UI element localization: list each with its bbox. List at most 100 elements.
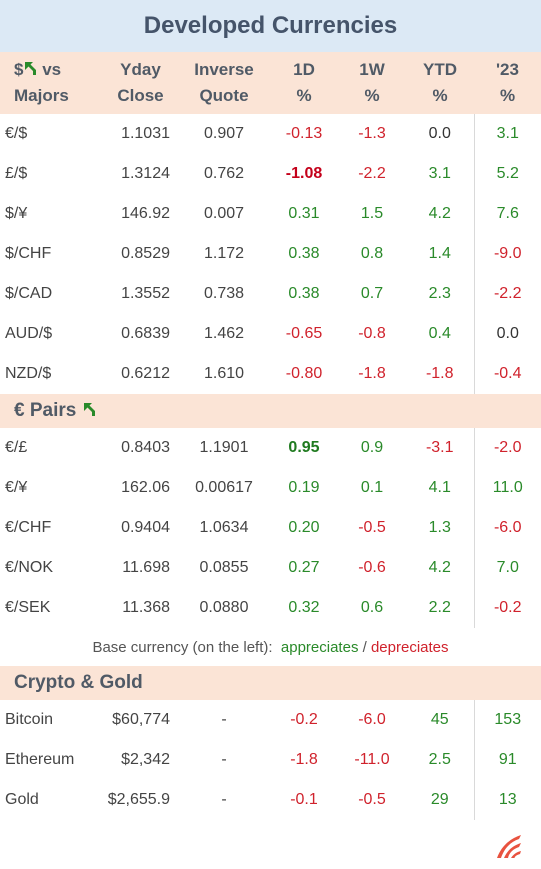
change-23: -9.0 [473,234,541,274]
inverse-quote-value: 1.172 [203,245,245,262]
change-1w: 0.1 [360,479,384,496]
change-1w: -1.8 [358,365,386,382]
table-row: Bitcoin $60,774 - -0.2 -6.0 45 153 [0,700,541,740]
change-23: -2.2 [473,274,541,314]
change-1w: -1.3 [358,125,386,142]
pair-label: NZD/$ [5,365,52,382]
pair-label: $/CHF [5,245,52,262]
inverse-quote-value: 0.0880 [199,599,249,616]
change-1w: -6.0 [358,711,386,728]
change-1d: -1.8 [290,751,318,768]
change-1d: -1.08 [285,165,323,182]
inverse-quote-value: 0.907 [203,125,245,142]
pair-label: Gold [5,791,39,808]
pair-label: AUD/$ [5,325,53,342]
pair-label: €/SEK [5,599,51,616]
change-1w: -0.8 [358,325,386,342]
change-23: 0.0 [473,314,541,354]
table-row: €/£ 0.8403 1.1901 0.95 0.9 -3.1 -2.0 [0,428,541,468]
inverse-quote-value: 1.462 [203,325,245,342]
inverse-quote-value: 0.762 [203,165,245,182]
change-1d: -0.13 [285,125,323,142]
crypto-table-body: Bitcoin $60,774 - -0.2 -6.0 45 153 Ethereum $2,3… [0,700,541,820]
column-header-row: $ vs Majors Yday Close Inverse Quote 1D% 1… [0,52,541,114]
change-23: 3.1 [473,114,541,154]
header-1d: 1D% [270,52,338,114]
currency-table: $ vs Majors Yday Close Inverse Quote 1D% 1… [0,52,541,820]
change-ytd: 4.2 [428,205,451,222]
change-1w: 0.7 [360,285,384,302]
change-ytd: 2.5 [428,751,451,768]
change-1w: 0.9 [360,439,384,456]
inverse-quote-value: 0.738 [203,285,245,302]
table-row: $/¥ 146.92 0.007 0.31 1.5 4.2 7.6 [0,194,541,234]
change-ytd: 3.1 [428,165,451,182]
yday-close-value: 11.698 [122,559,170,576]
pair-label: $/¥ [5,205,28,222]
table-row: $/CHF 0.8529 1.172 0.38 0.8 1.4 -9.0 [0,234,541,274]
inverse-quote-value: 1.0634 [199,519,249,536]
change-1d: 0.27 [288,559,320,576]
table-row: €/NOK 11.698 0.0855 0.27 -0.6 4.2 7.0 [0,548,541,588]
pair-label: €/NOK [5,559,54,576]
euro-pairs-table-body: €/£ 0.8403 1.1901 0.95 0.9 -3.1 -2.0 €/¥ 162.06 0… [0,428,541,628]
yday-close-value: 0.8529 [121,245,170,262]
table-row: Gold $2,655.9 - -0.1 -0.5 29 13 [0,780,541,820]
yday-close-value: $2,655.9 [107,791,170,808]
change-23: 5.2 [473,154,541,194]
yday-close-value: 1.3552 [121,285,170,302]
yday-close-value: 0.6839 [121,325,170,342]
header-majors: $ vs Majors [0,52,103,114]
table-row: €/SEK 11.368 0.0880 0.32 0.6 2.2 -0.2 [0,588,541,628]
header-inverse-quote: Inverse Quote [178,52,270,114]
change-1w: -0.5 [358,791,386,808]
change-1w: -0.5 [358,519,386,536]
header-1w: 1W% [338,52,406,114]
yday-close-value: 0.8403 [121,439,170,456]
change-1d: -0.80 [285,365,323,382]
up-left-arrow-icon [25,62,37,75]
pair-label: $/CAD [5,285,53,302]
change-ytd: 1.4 [428,245,451,262]
change-1d: -0.2 [290,711,318,728]
legend-appreciates: appreciates [280,638,359,656]
yday-close-value: 1.1031 [121,125,170,142]
pair-label: €/¥ [5,479,28,496]
header-ytd: YTD% [406,52,474,114]
header-23: '23% [474,52,541,114]
change-ytd: 2.2 [428,599,451,616]
table-row: NZD/$ 0.6212 1.610 -0.80 -1.8 -1.8 -0.4 [0,354,541,394]
inverse-quote-value: - [221,711,227,728]
inverse-quote-value: 1.610 [203,365,245,382]
change-23: 153 [473,700,541,740]
change-ytd: -1.8 [425,365,454,382]
change-ytd: 0.0 [428,125,451,142]
header-yday-close: Yday Close [103,52,178,114]
change-1w: 0.6 [360,599,384,616]
change-1d: 0.19 [288,479,320,496]
change-23: 13 [473,780,541,820]
change-ytd: 0.4 [428,325,451,342]
up-left-arrow-icon [83,403,95,416]
table-row: €/¥ 162.06 0.00617 0.19 0.1 4.1 11.0 [0,468,541,508]
change-1w: 1.5 [360,205,384,222]
change-23: -0.2 [473,588,541,628]
pair-label: £/$ [5,165,28,182]
legend-depreciates: depreciates [370,638,449,656]
page-title: Developed Currencies [0,0,541,52]
change-1d: 0.95 [288,439,320,456]
change-1w: -0.6 [358,559,386,576]
change-23: 11.0 [473,468,541,508]
inverse-quote-value: - [221,791,227,808]
brand-logo-icon [497,835,521,858]
change-1d: 0.31 [288,205,320,222]
change-ytd: 1.3 [428,519,451,536]
pair-label: €/$ [5,125,28,142]
change-ytd: 4.2 [428,559,451,576]
inverse-quote-value: 0.00617 [195,479,253,496]
change-23: -2.0 [473,428,541,468]
change-1d: -0.65 [285,325,323,342]
change-1d: 0.38 [288,285,320,302]
yday-close-value: 1.3124 [121,165,170,182]
